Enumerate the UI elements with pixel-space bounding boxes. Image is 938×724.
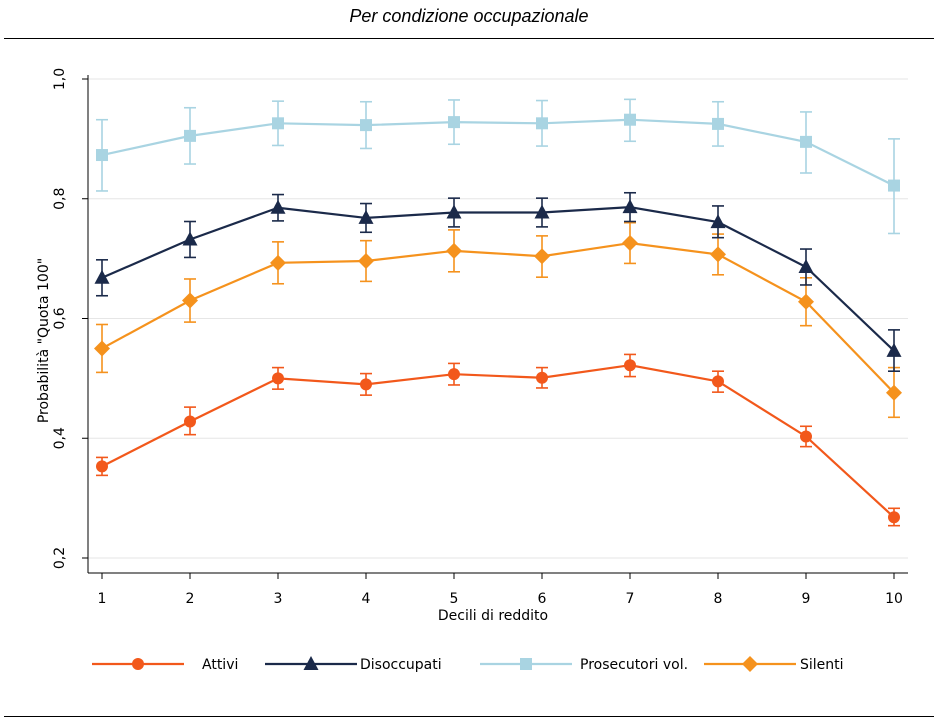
data-point [448, 116, 460, 129]
data-point [270, 254, 286, 271]
y-tick-label: 0,4 [52, 427, 68, 449]
y-tick-label: 1,0 [52, 68, 68, 90]
y-tick-label: 0,8 [52, 188, 68, 210]
data-point [888, 179, 900, 192]
data-point [358, 253, 374, 270]
data-point [536, 371, 548, 384]
top-rule [4, 38, 934, 39]
x-tick-label: 9 [802, 591, 811, 607]
legend-marker [742, 656, 758, 672]
chart-title: Per condizione occupazionale [349, 6, 589, 26]
data-point [712, 375, 724, 388]
y-tick-label: 0,2 [52, 547, 68, 569]
x-tick-label: 6 [538, 591, 547, 607]
legend-item: Disoccupati [265, 656, 442, 673]
bottom-rule [4, 716, 934, 717]
y-tick-label: 0,6 [52, 307, 68, 329]
data-point [710, 214, 726, 229]
data-point [270, 199, 286, 214]
data-point [358, 209, 374, 224]
data-point [622, 235, 638, 252]
legend-label: Attivi [202, 657, 238, 673]
x-tick-label: 1 [98, 591, 107, 607]
data-point [534, 248, 550, 265]
x-tick-label: 5 [450, 591, 459, 607]
data-point [888, 511, 900, 524]
x-tick-label: 8 [714, 591, 723, 607]
data-point [272, 117, 284, 130]
data-point [800, 135, 812, 148]
data-point [360, 378, 372, 391]
data-point [446, 204, 462, 219]
data-point [712, 117, 724, 130]
series-attivi [96, 353, 900, 527]
x-tick-label: 2 [186, 591, 195, 607]
series-silenti [94, 221, 902, 419]
data-point [886, 384, 902, 401]
series-prosecutori-vol [96, 98, 900, 235]
series-line [101, 364, 895, 519]
series-line [101, 206, 895, 352]
gridlines [88, 78, 908, 559]
data-point [360, 119, 372, 132]
legend: Attivi Disoccupati Prosecutori vol. Silenti [92, 656, 844, 673]
data-point [96, 460, 108, 473]
legend-label: Disoccupati [360, 657, 442, 673]
data-point [272, 372, 284, 385]
legend-item: Silenti [704, 656, 844, 673]
x-tick-label: 3 [274, 591, 283, 607]
data-point [182, 231, 198, 246]
data-point [182, 292, 198, 309]
legend-label: Prosecutori vol. [580, 657, 688, 673]
data-point [184, 129, 196, 142]
data-point [96, 149, 108, 162]
data-point [710, 246, 726, 263]
data-point [184, 415, 196, 428]
legend-marker [520, 658, 532, 670]
data-point [798, 293, 814, 310]
data-point [800, 430, 812, 443]
data-point [534, 204, 550, 219]
data-point [622, 199, 638, 214]
data-point [798, 259, 814, 274]
data-point [536, 117, 548, 130]
x-axis-title: Decili di reddito [438, 608, 548, 624]
legend-marker [132, 658, 144, 670]
legend-item: Attivi [92, 657, 238, 673]
series-layer [94, 98, 902, 527]
x-tick-label: 10 [885, 591, 903, 607]
y-axis-title: Probabilità "Quota 100" [36, 258, 52, 423]
data-point [94, 340, 110, 357]
legend-item: Prosecutori vol. [480, 657, 688, 673]
x-tick-label: 7 [626, 591, 635, 607]
axes: 0,2 0,4 0,6 0,8 1,0 1 2 3 4 5 6 7 8 9 10 Decili di redd… [36, 68, 908, 624]
series-line [101, 118, 895, 187]
data-point [94, 269, 110, 284]
legend-marker [303, 656, 319, 670]
data-point [886, 342, 902, 357]
series-line [101, 241, 895, 394]
data-point [448, 368, 460, 381]
data-point [624, 113, 636, 126]
series-disoccupati [94, 191, 902, 372]
legend-label: Silenti [800, 657, 844, 673]
data-point [624, 359, 636, 372]
x-tick-label: 4 [362, 591, 371, 607]
data-point [446, 242, 462, 259]
